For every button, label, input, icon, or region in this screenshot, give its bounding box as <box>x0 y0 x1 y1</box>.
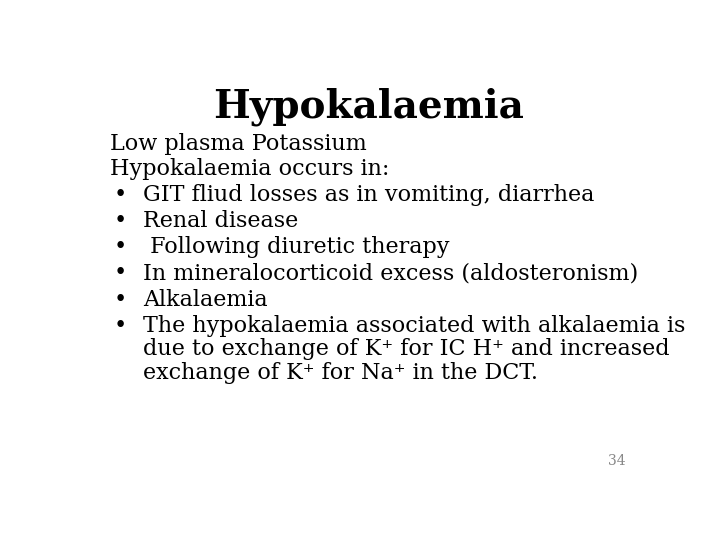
Text: Alkalaemia: Alkalaemia <box>143 288 268 310</box>
Text: •: • <box>114 262 127 284</box>
Text: exchange of K⁺ for Na⁺ in the DCT.: exchange of K⁺ for Na⁺ in the DCT. <box>143 362 538 384</box>
Text: •: • <box>114 184 127 206</box>
Text: Hypokalaemia: Hypokalaemia <box>214 87 524 126</box>
Text: Renal disease: Renal disease <box>143 210 298 232</box>
Text: Following diuretic therapy: Following diuretic therapy <box>143 236 449 258</box>
Text: •: • <box>114 210 127 232</box>
Text: •: • <box>114 236 127 258</box>
Text: •: • <box>114 288 127 310</box>
Text: due to exchange of K⁺ for IC H⁺ and increased: due to exchange of K⁺ for IC H⁺ and incr… <box>143 339 670 360</box>
Text: Low plasma Potassium: Low plasma Potassium <box>109 133 366 156</box>
Text: The hypokalaemia associated with alkalaemia is: The hypokalaemia associated with alkalae… <box>143 315 685 337</box>
Text: Hypokalaemia occurs in:: Hypokalaemia occurs in: <box>109 158 389 179</box>
Text: 34: 34 <box>608 454 626 468</box>
Text: •: • <box>114 315 127 337</box>
Text: GIT fliud losses as in vomiting, diarrhea: GIT fliud losses as in vomiting, diarrhe… <box>143 184 595 206</box>
Text: In mineralocorticoid excess (aldosteronism): In mineralocorticoid excess (aldosteroni… <box>143 262 638 284</box>
